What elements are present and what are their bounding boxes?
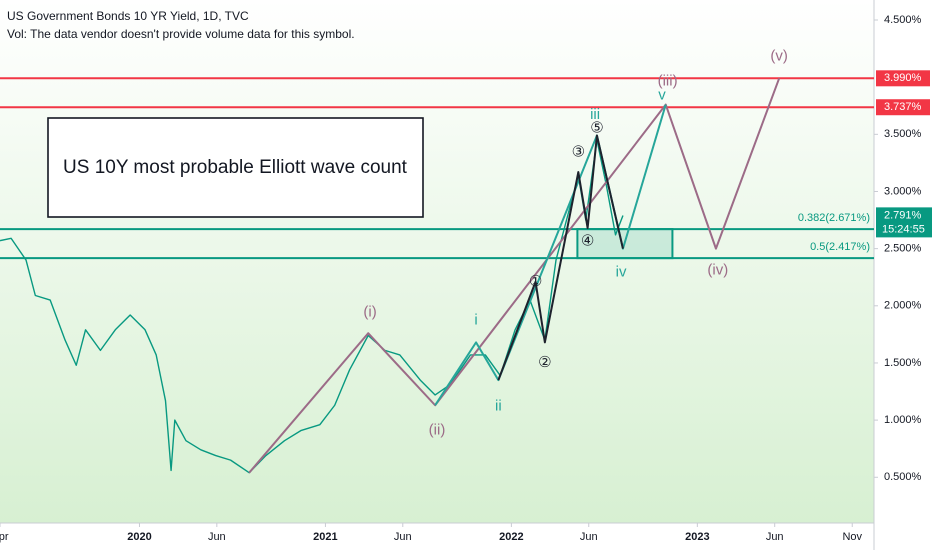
wave-label: iii xyxy=(590,106,600,123)
x-tick-label: 2020 xyxy=(127,531,151,543)
x-tick-label: Jun xyxy=(580,531,598,543)
x-tick-label: Jun xyxy=(208,531,226,543)
wave-label: ii xyxy=(495,397,502,414)
wave-label: (v) xyxy=(770,48,788,65)
wave-label: iv xyxy=(616,264,627,281)
y-tick-label: 2.000% xyxy=(884,300,922,312)
x-tick-label: 2021 xyxy=(313,531,337,543)
chart-title: US Government Bonds 10 YR Yield, 1D, TVC xyxy=(7,9,249,23)
y-tick-label: 1.000% xyxy=(884,414,922,426)
wave-label: (iv) xyxy=(707,261,728,278)
x-tick-label: Jun xyxy=(394,531,412,543)
wave-label: ④ xyxy=(581,233,594,250)
y-tick-label: 3.000% xyxy=(884,185,922,197)
wave-line xyxy=(497,134,624,381)
y-tick-label: 4.500% xyxy=(884,14,922,26)
y-tick-label: 1.500% xyxy=(884,357,922,369)
wave-label: (i) xyxy=(363,304,376,321)
x-tick-label: Nov xyxy=(842,531,862,543)
x-tick-label: Apr xyxy=(0,531,9,543)
wave-label: (iii) xyxy=(658,73,678,90)
plot: 0.382(2.671%) 0.5(2.417%) (i) (ii) (iii) (iv)… xyxy=(0,48,874,474)
last-price-tag xyxy=(876,207,932,238)
wave-label: ① xyxy=(529,273,542,290)
x-tick-label: 2023 xyxy=(685,531,709,543)
wave-label: v xyxy=(658,86,666,103)
y-tick-label: 0.500% xyxy=(884,471,922,483)
wave-label: ③ xyxy=(572,144,585,161)
level-tag xyxy=(876,99,930,116)
last-price-label: 2.791% xyxy=(884,209,922,221)
level-label: 0.5(2.417%) xyxy=(810,241,870,253)
x-tick-label: 2022 xyxy=(499,531,523,543)
countdown-label: 15:24:55 xyxy=(882,223,925,235)
y-tick-label: 3.500% xyxy=(884,128,922,140)
annotation-box xyxy=(47,117,424,218)
level-tag-label: 3.990% xyxy=(884,72,922,84)
wave-label: (ii) xyxy=(429,421,446,438)
y-tick-label: 2.500% xyxy=(884,243,922,255)
chart-subtitle: Vol: The data vendor doesn't provide vol… xyxy=(7,27,355,41)
annotation-text: US 10Y most probable Elliott wave count xyxy=(63,157,408,178)
wave-label: ⑤ xyxy=(590,120,603,137)
level-label: 0.382(2.671%) xyxy=(798,212,870,224)
wave-line xyxy=(434,104,667,406)
level-tag-label: 3.737% xyxy=(884,101,922,113)
plot-background xyxy=(0,0,874,523)
price-line xyxy=(0,139,624,474)
wave-label: ② xyxy=(538,354,551,371)
axes: 4.500% 3.500% 3.000% 2.500% 2.000% 1.500% 1.00… xyxy=(0,14,932,543)
x-tick-label: Jun xyxy=(766,531,784,543)
wave-label: i xyxy=(474,312,477,329)
wave-line xyxy=(248,77,781,474)
level-tag xyxy=(876,70,930,87)
